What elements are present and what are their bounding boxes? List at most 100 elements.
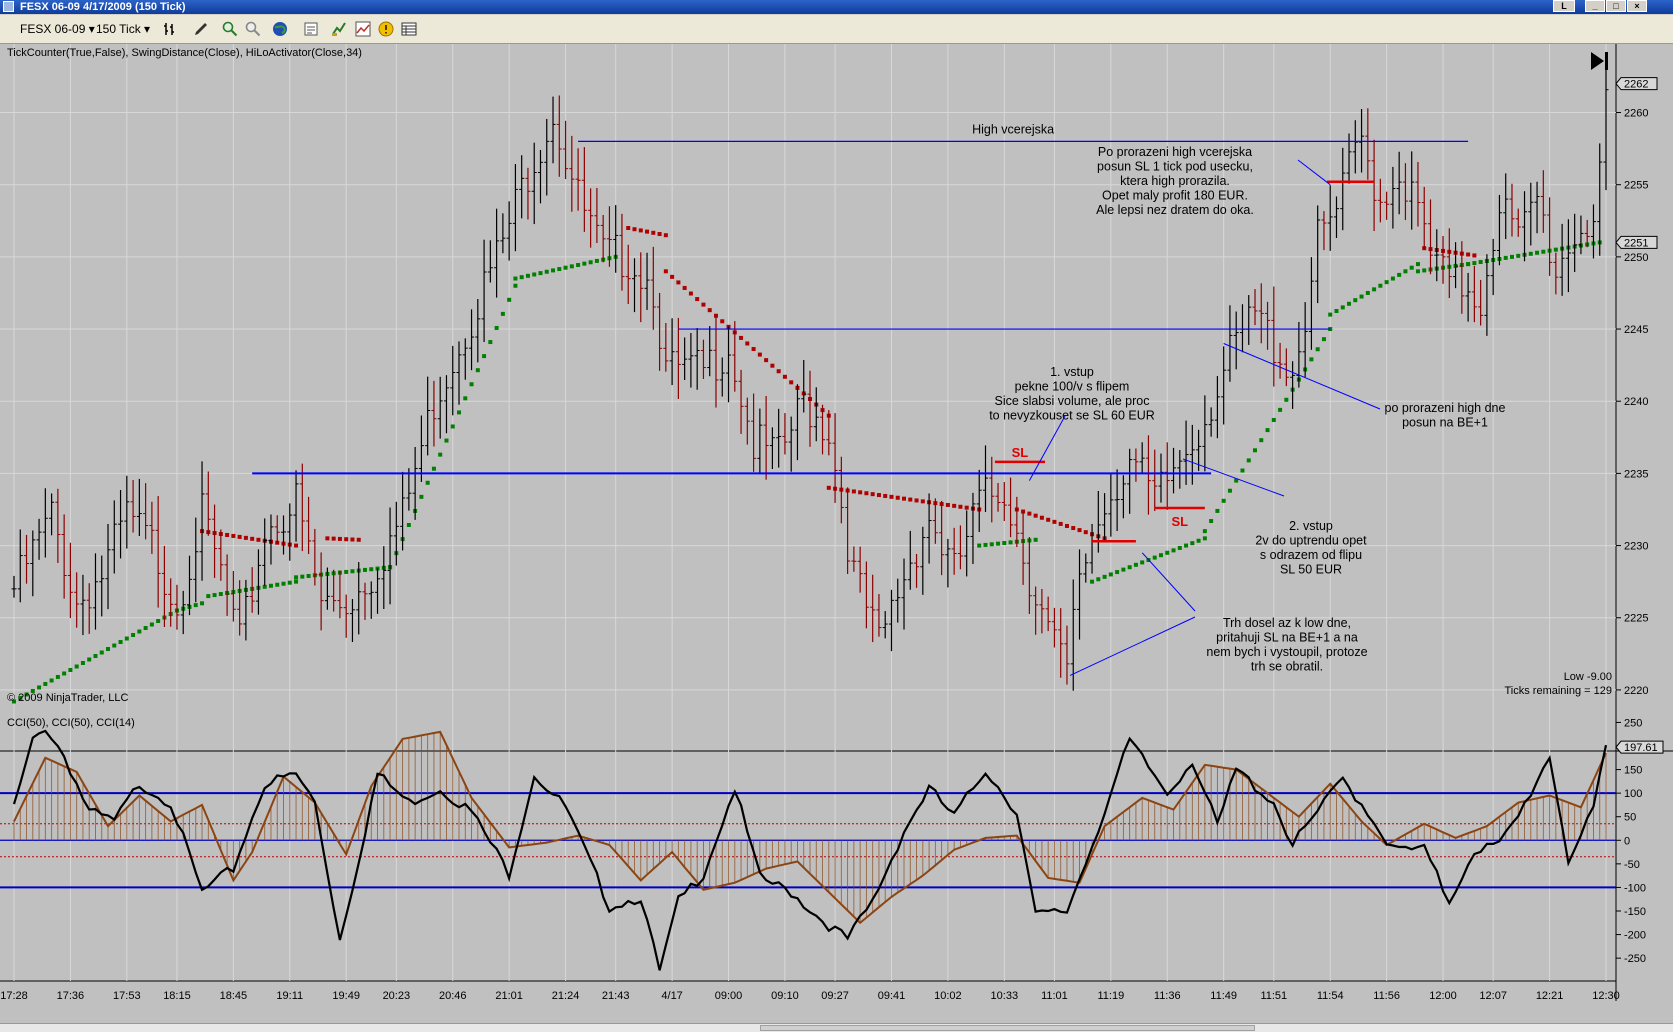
activator-dot-long (262, 584, 267, 589)
time-tick-label: 09:27 (821, 990, 849, 1002)
activator-dot-long (137, 629, 142, 634)
activator-dot-long (37, 685, 42, 690)
ohlc-bar (49, 493, 55, 536)
ohlc-bar (813, 387, 819, 442)
ohlc-bar (42, 488, 48, 558)
link-button[interactable]: L (1553, 0, 1575, 12)
level-lines[interactable]: High vcerejska SL SL (252, 122, 1469, 543)
activator-dot-long (62, 671, 67, 676)
ohlc-bar (751, 393, 757, 472)
ohlc-bar (1095, 490, 1101, 553)
ohlc-bar (494, 208, 500, 298)
stop-loss-label: SL (1171, 514, 1188, 529)
ohlc-bar (456, 341, 462, 405)
ohlc-bar (80, 574, 86, 636)
ohlc-bar (1409, 151, 1415, 230)
zoom-out-icon[interactable] (245, 21, 261, 37)
ohlc-bar (556, 95, 562, 177)
ohlc-bar (287, 503, 293, 561)
cci-tick-label: 50 (1624, 812, 1636, 824)
activator-dot-short (1033, 513, 1038, 518)
window-titlebar[interactable]: FESX 06-09 4/17/2009 (150 Tick) L _ □ × (0, 0, 1673, 14)
ohlc-bar (926, 493, 932, 564)
activator-dot-short (895, 495, 900, 500)
activator-dot-long (275, 582, 280, 587)
ohlc-bar (1453, 242, 1459, 289)
interval-selector[interactable]: 150 Tick ▾ (96, 20, 150, 38)
ohlc-bar (1540, 170, 1546, 233)
bar-style-icon[interactable] (163, 21, 179, 37)
ohlc-bar (1177, 450, 1183, 489)
activator-dot-long (1409, 265, 1414, 270)
ohlc-bar (907, 530, 913, 590)
data-box-icon[interactable] (401, 21, 417, 37)
instrument-label: FESX 06-09 (20, 22, 86, 36)
ohlc-bar (243, 579, 249, 641)
ohlc-bar (1133, 448, 1139, 482)
activator-dot-long (112, 643, 117, 648)
close-button[interactable]: × (1627, 0, 1647, 12)
ohlc-bar (769, 427, 775, 469)
ohlc-bar (1045, 596, 1051, 632)
ohlc-bar (1584, 219, 1590, 248)
ohlc-bar (1440, 236, 1446, 284)
ohlc-bar (17, 529, 23, 603)
zoom-in-icon[interactable] (222, 21, 238, 37)
time-tick-label: 17:36 (57, 990, 85, 1002)
time-tick-label: 19:11 (276, 990, 303, 1002)
properties-icon[interactable] (303, 21, 319, 37)
cci14-line (12, 729, 1608, 971)
scroll-to-end-icon[interactable] (1591, 52, 1608, 70)
activator-dot-long (532, 272, 537, 277)
ohlc-bar (600, 215, 606, 263)
ohlc-bar (469, 309, 475, 371)
instrument-selector[interactable]: FESX 06-09 ▾ (20, 20, 95, 38)
time-tick-label: 09:10 (771, 990, 799, 1002)
minimize-button[interactable]: _ (1585, 0, 1605, 12)
activator-dot-long (563, 265, 568, 270)
ohlc-bar (337, 570, 343, 619)
ohlc-bar (525, 167, 531, 220)
annotation-pointer (1028, 415, 1066, 481)
activator-dot-long (475, 368, 480, 373)
maximize-button[interactable]: □ (1606, 0, 1626, 12)
time-tick-label: 12:00 (1429, 990, 1457, 1002)
price-tick-label: 2230 (1624, 541, 1648, 553)
ohlc-bar (1321, 211, 1327, 251)
ohlc-bar (895, 578, 901, 623)
ohlc-bar (1465, 272, 1471, 322)
activator-dot-long (1196, 538, 1201, 543)
ohlc-bar (1302, 302, 1308, 378)
alert-icon[interactable] (378, 21, 394, 37)
ohlc-bar (268, 514, 274, 565)
annotation-text: Opet maly profit 180 EUR. (1102, 189, 1248, 203)
time-tick-label: 11:19 (1097, 990, 1124, 1002)
drawing-tool-icon[interactable] (193, 21, 209, 37)
ohlc-bar (1039, 588, 1045, 634)
activator-dot-short (344, 537, 349, 542)
activator-dot-long (1140, 560, 1145, 565)
annotation-pointer (1297, 159, 1331, 186)
activator-dot-long (1171, 548, 1176, 553)
strategy-icon[interactable] (331, 21, 347, 37)
ohlc-bar (1290, 361, 1296, 409)
scrollbar-thumb[interactable] (760, 1025, 1255, 1031)
activator-dot-long (1528, 251, 1533, 256)
ohlc-bar (932, 498, 938, 544)
chart-area[interactable]: High vcerejska SL SL 1. vstup pekne 100/v s… (0, 44, 1673, 1023)
activator-dot-long (1384, 280, 1389, 285)
indicator-icon[interactable] (355, 21, 371, 37)
activator-dot-short (764, 358, 769, 363)
activator-dot-long (1378, 283, 1383, 288)
activator-dot-long (281, 581, 286, 586)
ohlc-bar (563, 120, 569, 180)
ohlc-bar (155, 496, 161, 608)
activator-dot-short (331, 536, 336, 541)
annotation-text: Sice slabsi volume, ale proc (995, 394, 1150, 408)
activator-dot-short (739, 335, 744, 340)
activator-dot-long (99, 650, 104, 655)
globe-icon[interactable] (272, 21, 288, 37)
ohlc-bar (143, 483, 149, 540)
